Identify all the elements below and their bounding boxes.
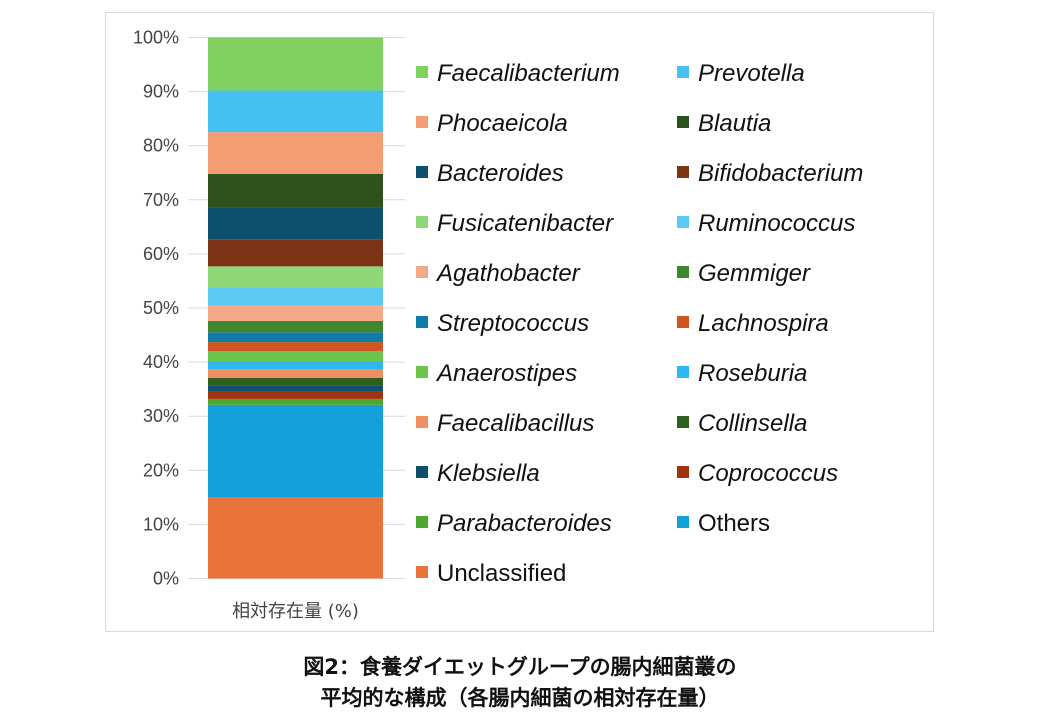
y-tick-label: 20%: [143, 460, 179, 480]
bar-segment-ruminococcus: [208, 287, 383, 306]
legend-swatch: [677, 116, 689, 128]
legend-swatch: [677, 216, 689, 228]
legend-swatch: [677, 166, 689, 178]
bar-segment-prevotella: [208, 90, 383, 133]
y-tick-label: 40%: [143, 352, 179, 372]
bar-segment-phocaeicola: [208, 132, 383, 174]
legend-label: Agathobacter: [435, 260, 581, 287]
y-tick-label: 60%: [143, 244, 179, 264]
y-tick-label: 10%: [143, 514, 179, 534]
legend-label: Gemmiger: [698, 260, 811, 287]
bar-segment-collinsella: [208, 377, 383, 386]
legend-swatch: [416, 266, 428, 278]
legend-label: Roseburia: [698, 360, 807, 387]
legend-swatch: [677, 66, 689, 78]
legend-swatch: [416, 566, 428, 578]
legend-swatch: [416, 466, 428, 478]
y-tick-label: 80%: [143, 136, 179, 156]
legend-label: Lachnospira: [698, 310, 829, 337]
figure-caption-line1: 図2：食養ダイエットグループの腸内細菌叢の: [303, 655, 737, 679]
y-tick-label: 50%: [143, 298, 179, 318]
legend-label: Parabacteroides: [437, 510, 612, 537]
legend-label: Blautia: [698, 110, 771, 137]
legend-swatch: [416, 116, 428, 128]
legend-swatch: [416, 66, 428, 78]
bar-segment-lachnospira: [208, 342, 383, 352]
bar-segment-anaerostipes: [208, 351, 383, 362]
y-tick-label: 30%: [143, 406, 179, 426]
bar-segment-streptococcus: [208, 332, 383, 343]
bar-segment-roseburia: [208, 361, 383, 370]
legend-label: Faecalibacterium: [437, 60, 620, 87]
y-tick-label: 0%: [153, 569, 179, 589]
bar-segment-klebsiella: [208, 385, 383, 392]
legend-swatch: [677, 466, 689, 478]
legend-label: Klebsiella: [437, 460, 540, 487]
legend-swatch: [416, 366, 428, 378]
stacked-bar-chart: 0% 10% 20% 30% 40% 50% 60% 70% 80% 90% 100% 相対存在量 (…: [133, 28, 863, 623]
bar-segment-coprococcus: [208, 391, 383, 399]
bar-segment-blautia: [208, 173, 383, 208]
legend-swatch: [416, 516, 428, 528]
legend-label: Anaerostipes: [435, 360, 577, 387]
bar-segment-others: [208, 404, 383, 498]
legend-label: Phocaeicola: [437, 110, 568, 137]
bar-segment-faecalibacillus: [208, 369, 383, 378]
legend-swatch: [677, 516, 689, 528]
bar-segment-parabacteroides: [208, 398, 383, 405]
bar-segment-unclassified: [208, 497, 383, 579]
y-tick-label: 70%: [143, 190, 179, 210]
chart-frame: [105, 12, 934, 632]
legend-label: Coprococcus: [698, 460, 838, 487]
legend-swatch: [677, 366, 689, 378]
legend-swatch: [416, 216, 428, 228]
bar-segment-agathobacter: [208, 305, 383, 321]
legend-label: Prevotella: [698, 60, 805, 87]
legend-swatch: [416, 416, 428, 428]
bar-segment-fusicatenibacter: [208, 266, 383, 288]
bar-segment-faecalibacterium: [208, 37, 383, 91]
legend-swatch: [677, 266, 689, 278]
bar-segment-gemmiger: [208, 320, 383, 333]
bar-segment-bifidobacterium: [208, 239, 383, 267]
legend-label: Collinsella: [698, 410, 807, 437]
legend-swatch: [416, 166, 428, 178]
legend-swatch: [677, 416, 689, 428]
legend-swatch: [677, 316, 689, 328]
legend-label: Fusicatenibacter: [437, 210, 614, 237]
legend-label: Ruminococcus: [698, 210, 855, 237]
legend-swatch: [416, 316, 428, 328]
legend-label: Faecalibacillus: [437, 410, 594, 437]
y-tick-label: 100%: [133, 28, 179, 48]
x-category-label: 相対存在量 (%): [232, 601, 359, 622]
bar-segment-bacteroides: [208, 207, 383, 240]
legend-label: Unclassified: [437, 560, 566, 587]
legend-label: Streptococcus: [437, 310, 589, 337]
y-tick-label: 90%: [143, 82, 179, 102]
legend-label: Bacteroides: [437, 160, 564, 187]
figure-caption-line2: 平均的な構成（各腸内細菌の相対存在量）: [320, 686, 720, 710]
legend-label: Bifidobacterium: [698, 160, 863, 187]
legend-label: Others: [698, 510, 770, 537]
